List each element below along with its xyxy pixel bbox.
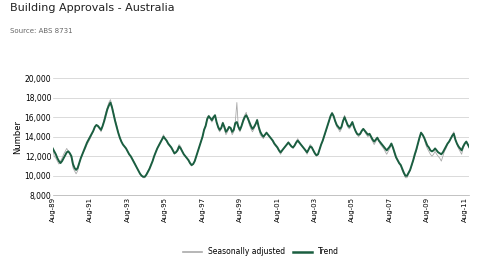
Text: Source: ABS 8731: Source: ABS 8731 [10, 28, 72, 34]
Legend: Seasonally adjusted, Trend: Seasonally adjusted, Trend [180, 244, 342, 259]
Text: Building Approvals - Australia: Building Approvals - Australia [10, 3, 174, 13]
Y-axis label: Number: Number [13, 120, 22, 154]
